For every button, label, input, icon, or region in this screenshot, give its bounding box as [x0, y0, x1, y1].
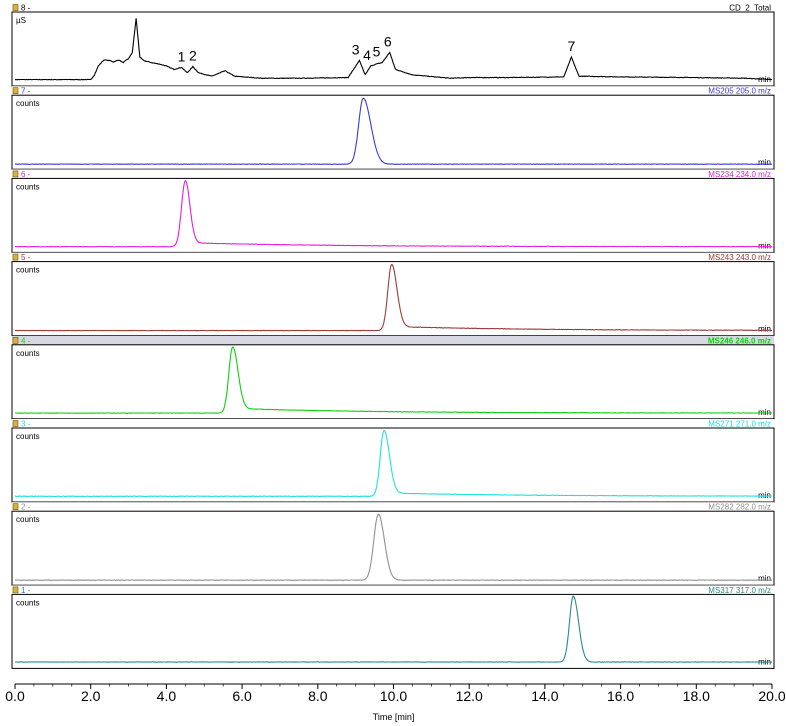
panel-5: 4 - MS246 246.0 m/z counts min Alendronate: [11, 0, 775, 420]
trace-index: 4 -: [21, 336, 31, 345]
x-tick-label: 18.0: [683, 688, 710, 704]
trace-name: CD_2_Total: [729, 4, 771, 13]
x-tick-label: 4.0: [157, 688, 177, 704]
trace-line: [14, 595, 773, 663]
x-tick-label: 0.0: [5, 688, 25, 704]
y-unit-label: µS: [16, 16, 26, 25]
trace-name: MS246 246.0 m/z: [708, 336, 771, 345]
panel-7: 2 - MS282 282.0 m/z counts min Risedronate: [11, 0, 775, 586]
trace-icon[interactable]: [12, 4, 19, 11]
panel-6: 3 - MS271 271.0 m/z counts min Zoledronate: [11, 0, 775, 503]
trace-line: [14, 263, 773, 332]
x-tick-label: 16.0: [607, 688, 634, 704]
panel-header: [12, 252, 774, 262]
trace-line: [14, 346, 773, 414]
y-unit-label: counts: [16, 349, 40, 358]
compound-label: Pamidronate: [192, 0, 265, 3]
compound-label: Tiludronate: [580, 0, 645, 3]
panel-frame: [11, 510, 775, 586]
y-unit-label: counts: [16, 432, 40, 441]
peak-number: 1: [178, 48, 186, 64]
panel-frame: [11, 261, 775, 337]
y-unit-label: counts: [16, 266, 40, 275]
trace-icon[interactable]: [12, 336, 19, 344]
min-label: min: [758, 408, 771, 417]
trace-line: [14, 513, 773, 582]
panel-3: 6 - MS234 234.0 m/z counts min Pamidronate: [11, 0, 775, 253]
x-tick-label: 14.0: [531, 688, 558, 704]
min-label: min: [758, 574, 771, 583]
trace-index: 2 -: [21, 503, 31, 512]
trace-icon[interactable]: [12, 87, 19, 94]
x-tick-label: 8.0: [308, 688, 328, 704]
trace-name: MS271 271.0 m/z: [708, 420, 771, 429]
panel-4: 5 - MS243 243.0 m/z counts min Clodronate: [11, 0, 775, 337]
panel-header: [12, 419, 774, 428]
x-tick-label: 20.0: [758, 688, 785, 704]
panel-frame: [11, 593, 775, 669]
x-tick-label: 6.0: [232, 688, 252, 704]
peak-number: 7: [567, 38, 575, 54]
panel-8: 1 - MS317 317.0 m/z counts min Tiludronate: [11, 0, 775, 669]
y-unit-label: counts: [16, 598, 40, 607]
panel-header: [12, 585, 774, 595]
y-unit-label: counts: [16, 99, 40, 108]
trace-line: [14, 18, 773, 81]
min-label: min: [758, 325, 771, 334]
panel-frame: [11, 11, 775, 87]
trace-name: MS234 234.0 m/z: [708, 170, 771, 179]
panel-frame: [11, 344, 775, 420]
panel-header: [12, 3, 774, 12]
peak-number: 4: [363, 47, 371, 63]
trace-index: 8 -: [21, 4, 31, 13]
trace-name: MS205 205.0 m/z: [708, 87, 771, 96]
panel-2: 7 - MS205 205.0 m/z counts min Etidronate: [11, 0, 775, 170]
trace-name: MS243 243.0 m/z: [708, 253, 771, 262]
panel-header: [12, 335, 774, 345]
trace-icon[interactable]: [12, 170, 19, 178]
panel-header: [12, 86, 774, 96]
x-tick-label: 2.0: [81, 688, 101, 704]
trace-line: [14, 179, 773, 248]
y-unit-label: counts: [16, 182, 40, 191]
trace-line: [14, 429, 773, 498]
trace-index: 5 -: [21, 253, 31, 262]
trace-name: MS282 282.0 m/z: [708, 503, 771, 512]
peak-number: 3: [352, 42, 360, 58]
trace-line: [14, 97, 772, 166]
panel-frame: [11, 427, 775, 503]
min-label: min: [758, 241, 771, 250]
min-label: min: [758, 158, 771, 167]
panel-header: [12, 502, 774, 512]
peak-number: 6: [384, 33, 392, 49]
compound-label: Zoledronate: [390, 0, 460, 3]
trace-index: 3 -: [21, 420, 31, 429]
x-tick-label: 12.0: [456, 688, 483, 704]
trace-icon[interactable]: [12, 253, 19, 261]
x-axis-title: Time [min]: [373, 712, 415, 722]
panel-header: [12, 169, 774, 179]
trace-icon[interactable]: [12, 503, 19, 511]
y-unit-label: counts: [16, 515, 40, 524]
compound-label: Etidronate: [370, 0, 430, 3]
trace-icon[interactable]: [12, 586, 19, 594]
trace-index: 6 -: [21, 170, 31, 179]
peak-number: 2: [189, 48, 197, 64]
compound-label: Alendronate: [239, 0, 310, 3]
panel-frame: [11, 177, 775, 253]
trace-icon[interactable]: [12, 420, 19, 427]
panel-frame: [11, 94, 775, 170]
compound-label: Clodronate: [399, 0, 463, 3]
trace-index: 7 -: [21, 87, 31, 96]
peak-number: 5: [373, 44, 381, 60]
x-tick-label: 10.0: [380, 688, 407, 704]
trace-name: MS317 317.0 m/z: [708, 586, 771, 595]
trace-index: 1 -: [21, 586, 31, 595]
compound-label: Risedronate: [385, 0, 455, 3]
